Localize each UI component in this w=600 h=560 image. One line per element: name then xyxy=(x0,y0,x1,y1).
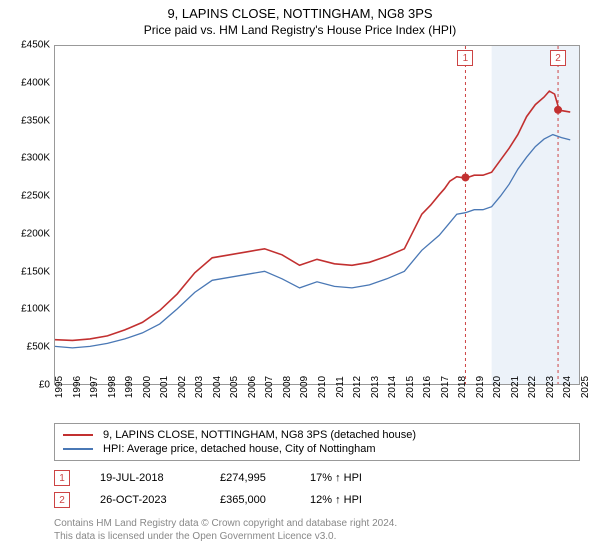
event-row: 1 19-JUL-2018£274,99517% ↑ HPI xyxy=(54,467,580,489)
event-pct: 12% ↑ HPI xyxy=(310,494,390,506)
event-price: £365,000 xyxy=(220,494,310,506)
x-tick-label: 2005 xyxy=(229,376,240,398)
legend-label: HPI: Average price, detached house, City… xyxy=(103,443,376,455)
legend-row: 9, LAPINS CLOSE, NOTTINGHAM, NG8 3PS (de… xyxy=(63,428,571,442)
x-tick-label: 2020 xyxy=(492,376,503,398)
x-tick-label: 2012 xyxy=(352,376,363,398)
y-axis: £0£50K£100K£150K£200K£250K£300K£350K£400… xyxy=(10,45,54,385)
y-tick-label: £50K xyxy=(27,342,50,353)
legend-label: 9, LAPINS CLOSE, NOTTINGHAM, NG8 3PS (de… xyxy=(103,429,416,441)
x-axis: 1995199619971998199920002001200220032004… xyxy=(54,385,580,419)
x-tick-label: 2015 xyxy=(405,376,416,398)
legend-swatch xyxy=(63,434,93,436)
x-tick-label: 2014 xyxy=(387,376,398,398)
x-tick-label: 1998 xyxy=(107,376,118,398)
events-table: 1 19-JUL-2018£274,99517% ↑ HPI 2 26-OCT-202… xyxy=(54,467,580,511)
x-tick-label: 2023 xyxy=(545,376,556,398)
x-tick-label: 1996 xyxy=(72,376,83,398)
marker-box: 1 xyxy=(457,50,473,66)
y-tick-label: £400K xyxy=(21,77,50,88)
x-tick-label: 2001 xyxy=(159,376,170,398)
x-tick-label: 2008 xyxy=(282,376,293,398)
x-tick-label: 1997 xyxy=(89,376,100,398)
y-tick-label: £0 xyxy=(39,380,50,391)
event-marker-box: 2 xyxy=(54,492,70,508)
x-tick-label: 2019 xyxy=(475,376,486,398)
event-marker-box: 1 xyxy=(54,470,70,486)
x-tick-label: 2021 xyxy=(510,376,521,398)
y-tick-label: £300K xyxy=(21,153,50,164)
chart-subtitle: Price paid vs. HM Land Registry's House … xyxy=(10,23,590,37)
x-tick-label: 2024 xyxy=(562,376,573,398)
marker-box: 2 xyxy=(550,50,566,66)
footer-attribution: Contains HM Land Registry data © Crown c… xyxy=(54,517,580,543)
x-tick-label: 2006 xyxy=(247,376,258,398)
x-tick-label: 2002 xyxy=(177,376,188,398)
x-tick-label: 1995 xyxy=(54,376,65,398)
legend-row: HPI: Average price, detached house, City… xyxy=(63,442,571,456)
legend-swatch xyxy=(63,448,93,450)
y-tick-label: £100K xyxy=(21,304,50,315)
x-tick-label: 2022 xyxy=(527,376,538,398)
chart-title: 9, LAPINS CLOSE, NOTTINGHAM, NG8 3PS xyxy=(10,6,590,21)
event-date: 26-OCT-2023 xyxy=(100,494,220,506)
sale-point xyxy=(461,173,469,181)
x-tick-label: 2000 xyxy=(142,376,153,398)
x-tick-label: 2016 xyxy=(422,376,433,398)
x-tick-label: 2007 xyxy=(264,376,275,398)
footer-line: This data is licensed under the Open Gov… xyxy=(54,530,580,543)
y-tick-label: £200K xyxy=(21,228,50,239)
event-pct: 17% ↑ HPI xyxy=(310,472,390,484)
y-tick-label: £450K xyxy=(21,40,50,51)
x-tick-label: 2013 xyxy=(370,376,381,398)
x-tick-label: 2011 xyxy=(335,376,346,398)
event-row: 2 26-OCT-2023£365,00012% ↑ HPI xyxy=(54,489,580,511)
x-tick-label: 2018 xyxy=(457,376,468,398)
x-tick-label: 2009 xyxy=(299,376,310,398)
y-tick-label: £150K xyxy=(21,266,50,277)
x-tick-label: 2025 xyxy=(580,376,591,398)
legend: 9, LAPINS CLOSE, NOTTINGHAM, NG8 3PS (de… xyxy=(54,423,580,461)
x-tick-label: 2003 xyxy=(194,376,205,398)
x-tick-label: 2017 xyxy=(440,376,451,398)
y-tick-label: £250K xyxy=(21,191,50,202)
x-tick-label: 2010 xyxy=(317,376,328,398)
event-price: £274,995 xyxy=(220,472,310,484)
x-tick-label: 2004 xyxy=(212,376,223,398)
y-tick-label: £350K xyxy=(21,115,50,126)
plot-area: 12 xyxy=(54,45,580,385)
footer-line: Contains HM Land Registry data © Crown c… xyxy=(54,517,580,530)
event-date: 19-JUL-2018 xyxy=(100,472,220,484)
x-tick-label: 1999 xyxy=(124,376,135,398)
sale-point xyxy=(554,106,562,114)
